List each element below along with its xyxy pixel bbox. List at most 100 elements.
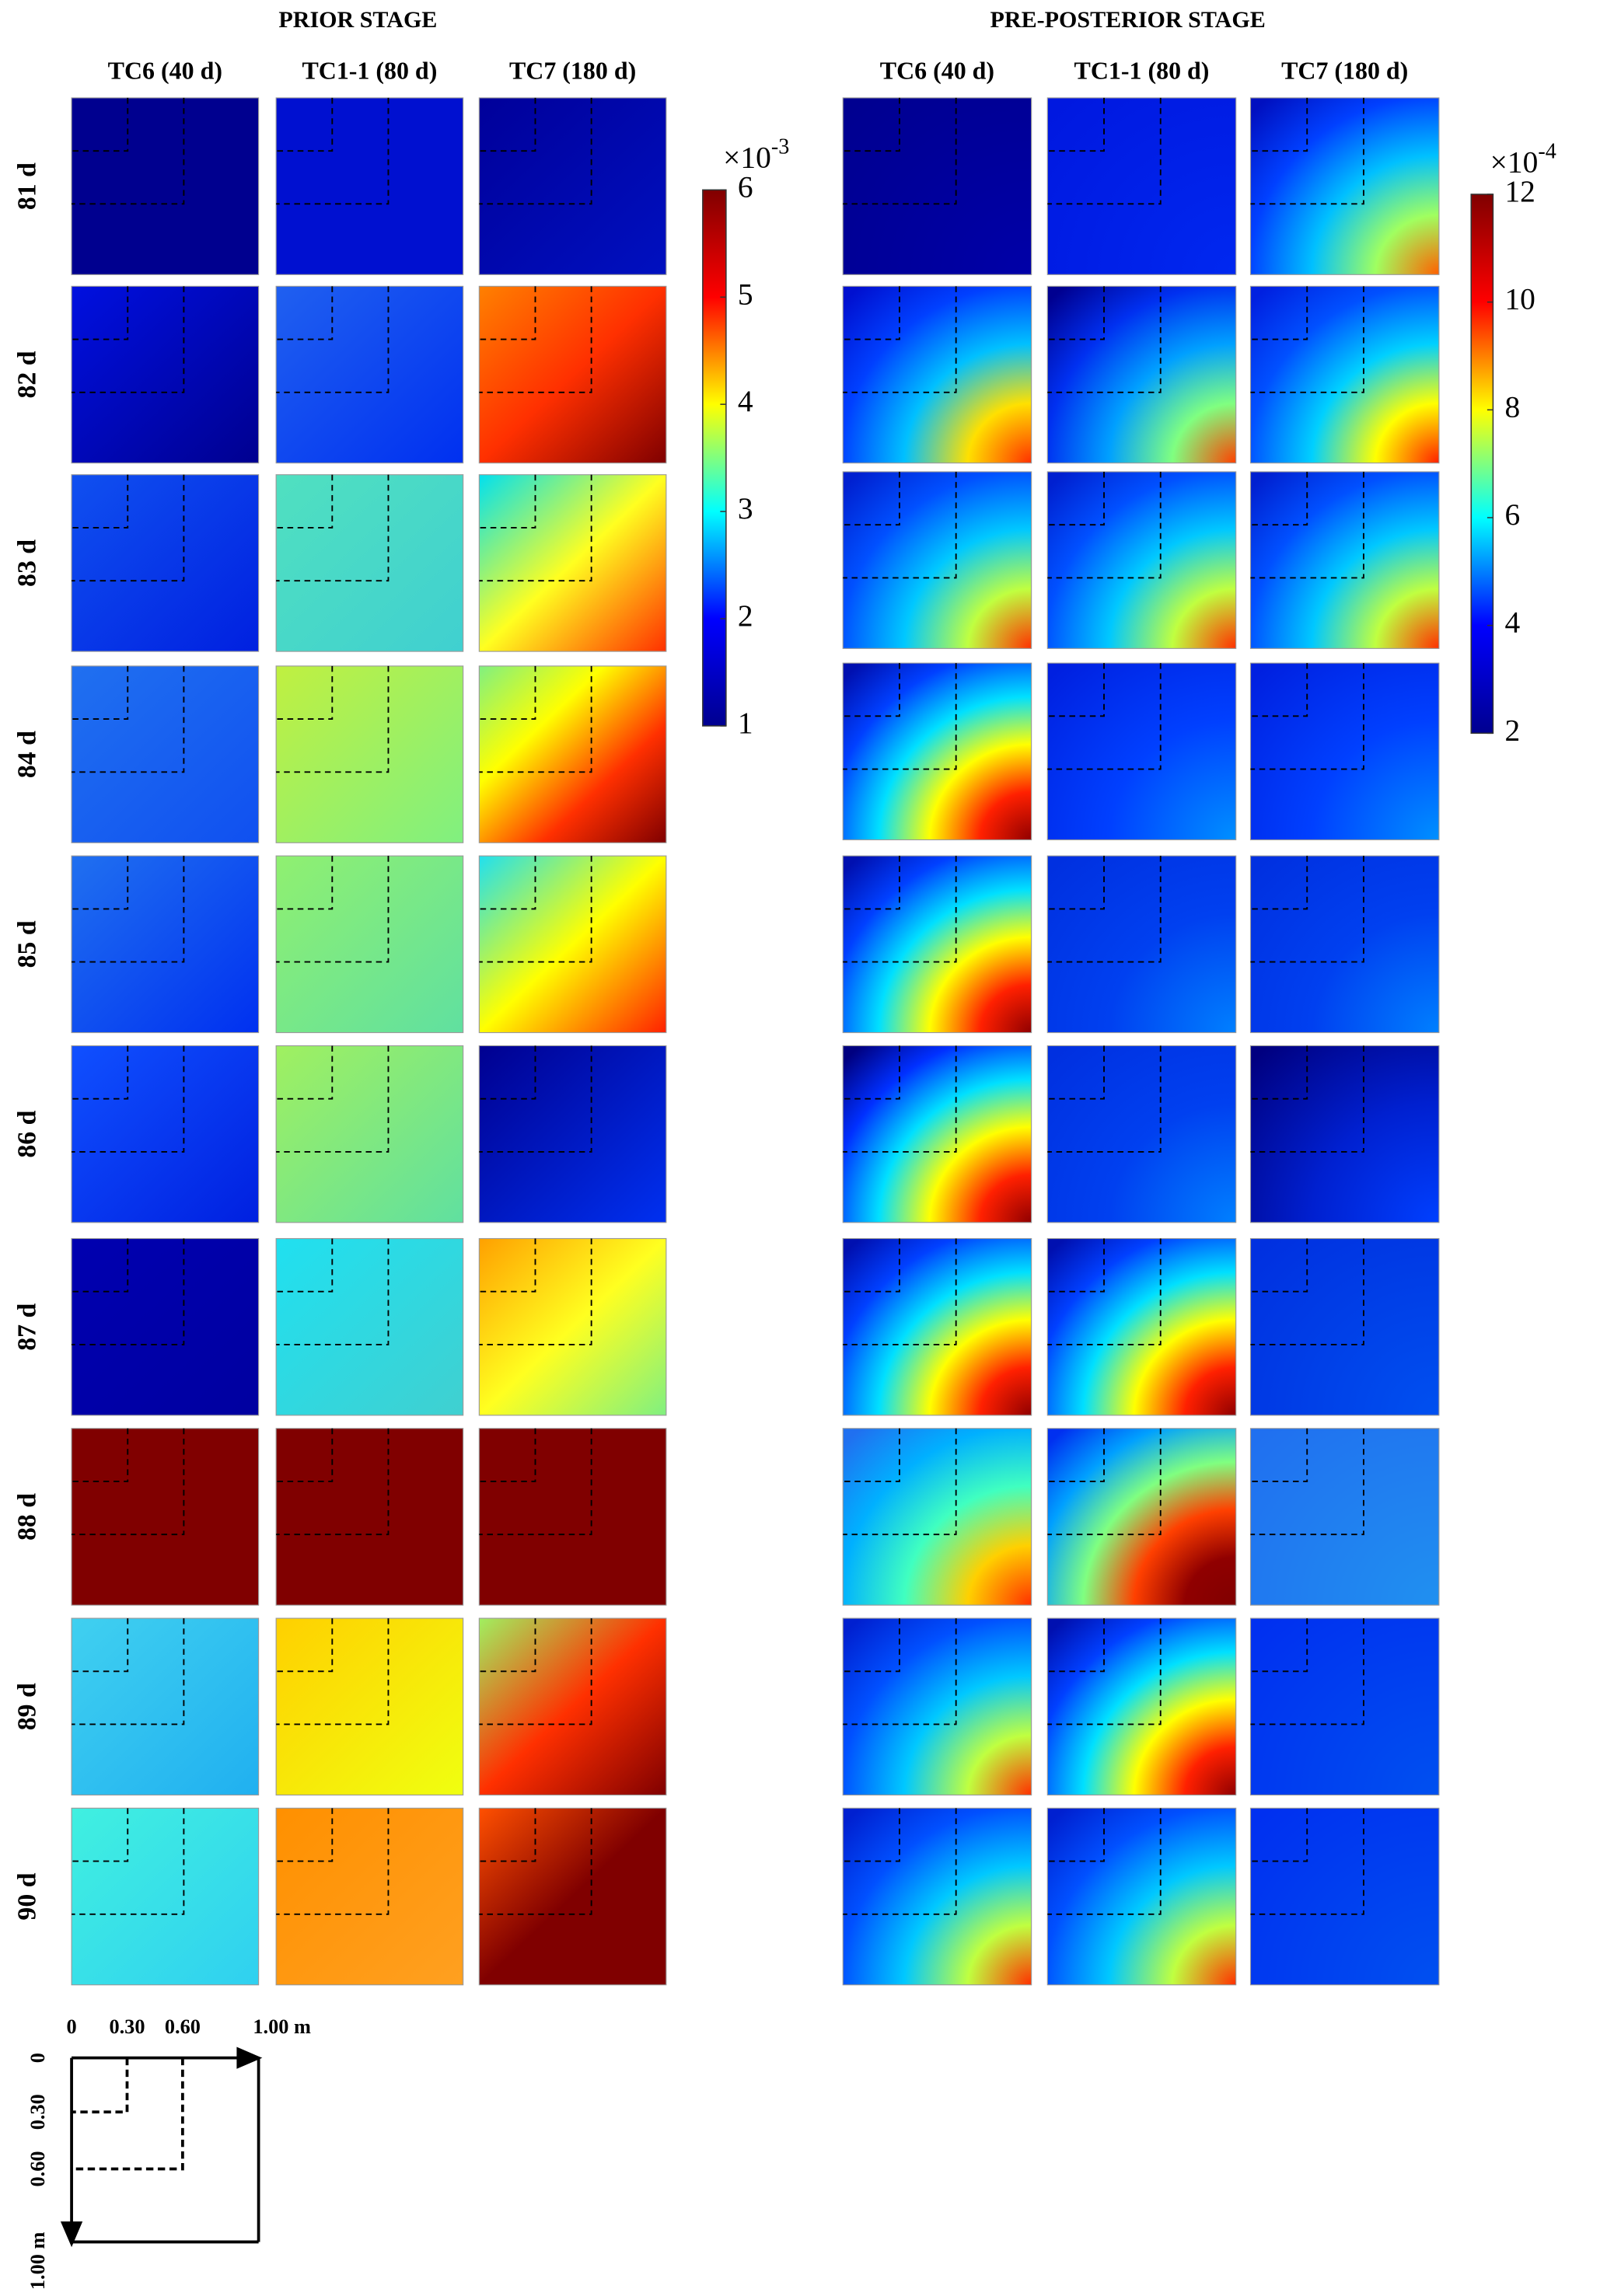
heatmap [71,1045,260,1223]
heatmap-panel [1249,662,1440,841]
zone-boundary [1047,1045,1162,1153]
zone-boundary [843,471,957,579]
zone-boundary [276,1428,334,1482]
column-header: TC1-1 (80 d) [302,57,437,84]
heatmap [275,1428,464,1606]
colorbar-tick-label: 6 [1504,497,1520,532]
heatmap [275,474,464,652]
heatmap-panel [71,665,260,843]
zone-boundary [72,97,185,205]
zone-boundary [72,286,185,393]
heatmap [71,1428,260,1606]
heatmap [1046,1045,1237,1223]
zone-boundary [1250,1428,1364,1536]
zone-boundary [276,1618,334,1673]
zone-boundary [479,1808,536,1862]
heatmap [1046,285,1237,464]
heatmap [1046,97,1237,275]
row-label: 85 d [12,920,41,968]
colorbar [1470,194,1494,735]
zone-boundary [479,665,592,773]
zone-boundary [276,97,390,205]
row-label: 90 d [12,1872,41,1920]
heatmap [71,665,260,843]
zone-boundary [1250,286,1308,340]
colorbar-tick-label: 4 [738,384,753,418]
heatmap-panel [1046,1617,1237,1796]
zone-boundary [72,665,185,773]
heatmap-panel [1249,1045,1440,1223]
colorbar-tick-label: 2 [738,598,753,633]
row-label: 87 d [12,1303,41,1350]
multiplier: ×10 [1490,145,1539,179]
schematic-label: 0.60 [26,2151,49,2186]
exponent: -4 [1538,140,1556,164]
zone-boundary [843,663,957,770]
heatmap [1249,471,1440,649]
heatmap-panel [1249,1617,1440,1796]
heatmap [1046,1428,1237,1606]
zone-boundary [479,1045,536,1100]
row-label: 83 d [12,539,41,587]
zone-boundary [1047,1428,1162,1536]
zone-boundary [72,1428,129,1482]
heatmap-panel [478,1237,667,1416]
zone-boundary [1250,1238,1308,1293]
heatmap [842,855,1032,1034]
heatmap-panel [478,474,667,652]
zone-boundary [1047,286,1105,340]
zone-boundary [72,1618,129,1673]
exponent: -3 [771,135,789,159]
heatmap-panel [71,1617,260,1796]
zone-boundary [72,1238,185,1345]
row-label: 81 d [12,162,41,210]
heatmap-panel [275,1428,464,1606]
heatmap [1046,1237,1237,1416]
zone-boundary [479,1045,592,1153]
heatmap-panel [1046,855,1237,1034]
heatmap-panel [842,97,1032,275]
zone-boundary [276,1428,390,1536]
zone-boundary [72,97,129,152]
row-label: 84 d [12,731,41,778]
heatmap [275,1807,464,1986]
zone-boundary [843,1808,957,1915]
zone-boundary [1047,1618,1162,1725]
heatmap-panel [842,1428,1032,1606]
zone-boundary [276,474,390,582]
zone-boundary [1250,1808,1364,1915]
heatmap-panel [1046,471,1237,649]
heatmap-panel [1249,1807,1440,1986]
colorbar-tick-label: 10 [1504,282,1535,316]
zone-boundary [1047,663,1105,717]
zone-boundary [72,286,129,340]
heatmap-panel [275,855,464,1034]
heatmap [842,1045,1032,1223]
zone-boundary [1250,1045,1308,1100]
colorbar-tick-label: 2 [1504,713,1520,747]
colorbar-tick-label: 1 [738,706,753,740]
zone-boundary [843,1428,957,1536]
colorbar-tick-label: 5 [738,277,753,311]
heatmap [478,665,667,843]
heatmap [71,97,260,275]
zone-boundary [843,1238,900,1293]
column-header: TC7 (180 d) [1281,57,1408,84]
zone-boundary [276,665,390,773]
zone-boundary [843,856,900,910]
zone-boundary [72,1045,185,1153]
zone-boundary [843,286,957,393]
heatmap-panel [275,97,464,275]
zone-boundary [843,1618,900,1673]
heatmap-panel [842,285,1032,464]
colorbar [702,189,727,727]
heatmap [71,855,260,1034]
zone-boundary [479,286,592,393]
zone-boundary [72,474,129,529]
heatmap [478,1045,667,1223]
heatmap-panel [842,1045,1032,1223]
schematic-label: 0 [66,2015,76,2038]
heatmap-panel [1046,1807,1237,1986]
